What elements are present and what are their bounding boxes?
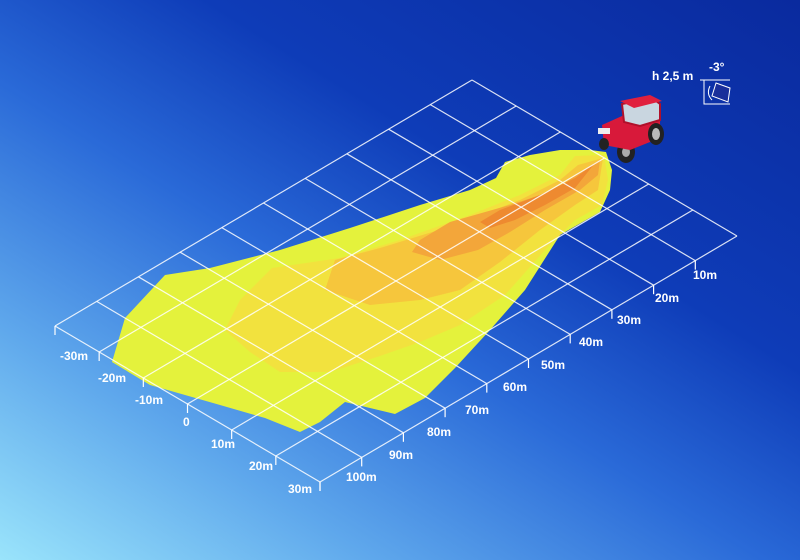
beam-pattern bbox=[112, 150, 612, 432]
distance-label: 70m bbox=[465, 403, 489, 417]
lateral-label: 30m bbox=[288, 482, 312, 496]
mount-height-label: h 2,5 m bbox=[652, 69, 693, 83]
grid-line-lateral bbox=[275, 209, 694, 457]
tilt-angle-label: -3° bbox=[709, 60, 725, 74]
lateral-label: -10m bbox=[135, 393, 163, 407]
lamp-angle-icon bbox=[700, 79, 731, 105]
distance-label: 20m bbox=[655, 291, 679, 305]
ground-grid bbox=[54, 79, 738, 483]
beam-zone-5 bbox=[480, 163, 595, 228]
distance-label: 40m bbox=[579, 335, 603, 349]
distance-label: 90m bbox=[389, 448, 413, 462]
lateral-label: 0 bbox=[183, 415, 190, 429]
lateral-axis-labels: -30m -20m -10m 0 10m 20m 30m bbox=[60, 349, 312, 496]
distance-axis-labels: 10m 20m 30m 40m 50m 60m 70m 80m 90m 100m bbox=[346, 268, 717, 484]
lateral-label: 10m bbox=[211, 437, 235, 451]
distance-label: 60m bbox=[503, 380, 527, 394]
grid-line-lateral bbox=[187, 157, 605, 405]
distance-label: 80m bbox=[427, 425, 451, 439]
tractor-illustration bbox=[598, 95, 664, 163]
distance-label: 50m bbox=[541, 358, 565, 372]
lateral-label: 20m bbox=[249, 459, 273, 473]
grid-line-lateral bbox=[143, 131, 561, 379]
lateral-label: -20m bbox=[98, 371, 126, 385]
grid-line-lateral bbox=[231, 183, 649, 431]
distance-label: 30m bbox=[617, 313, 641, 327]
mounting-info: h 2,5 m -3° bbox=[652, 60, 731, 105]
distance-label: 100m bbox=[346, 470, 377, 484]
axis-ticks bbox=[54, 260, 696, 491]
grid-line-lateral bbox=[54, 79, 473, 327]
distance-label: 10m bbox=[693, 268, 717, 282]
grid-line-lateral bbox=[98, 105, 517, 353]
lateral-label: -30m bbox=[60, 349, 88, 363]
